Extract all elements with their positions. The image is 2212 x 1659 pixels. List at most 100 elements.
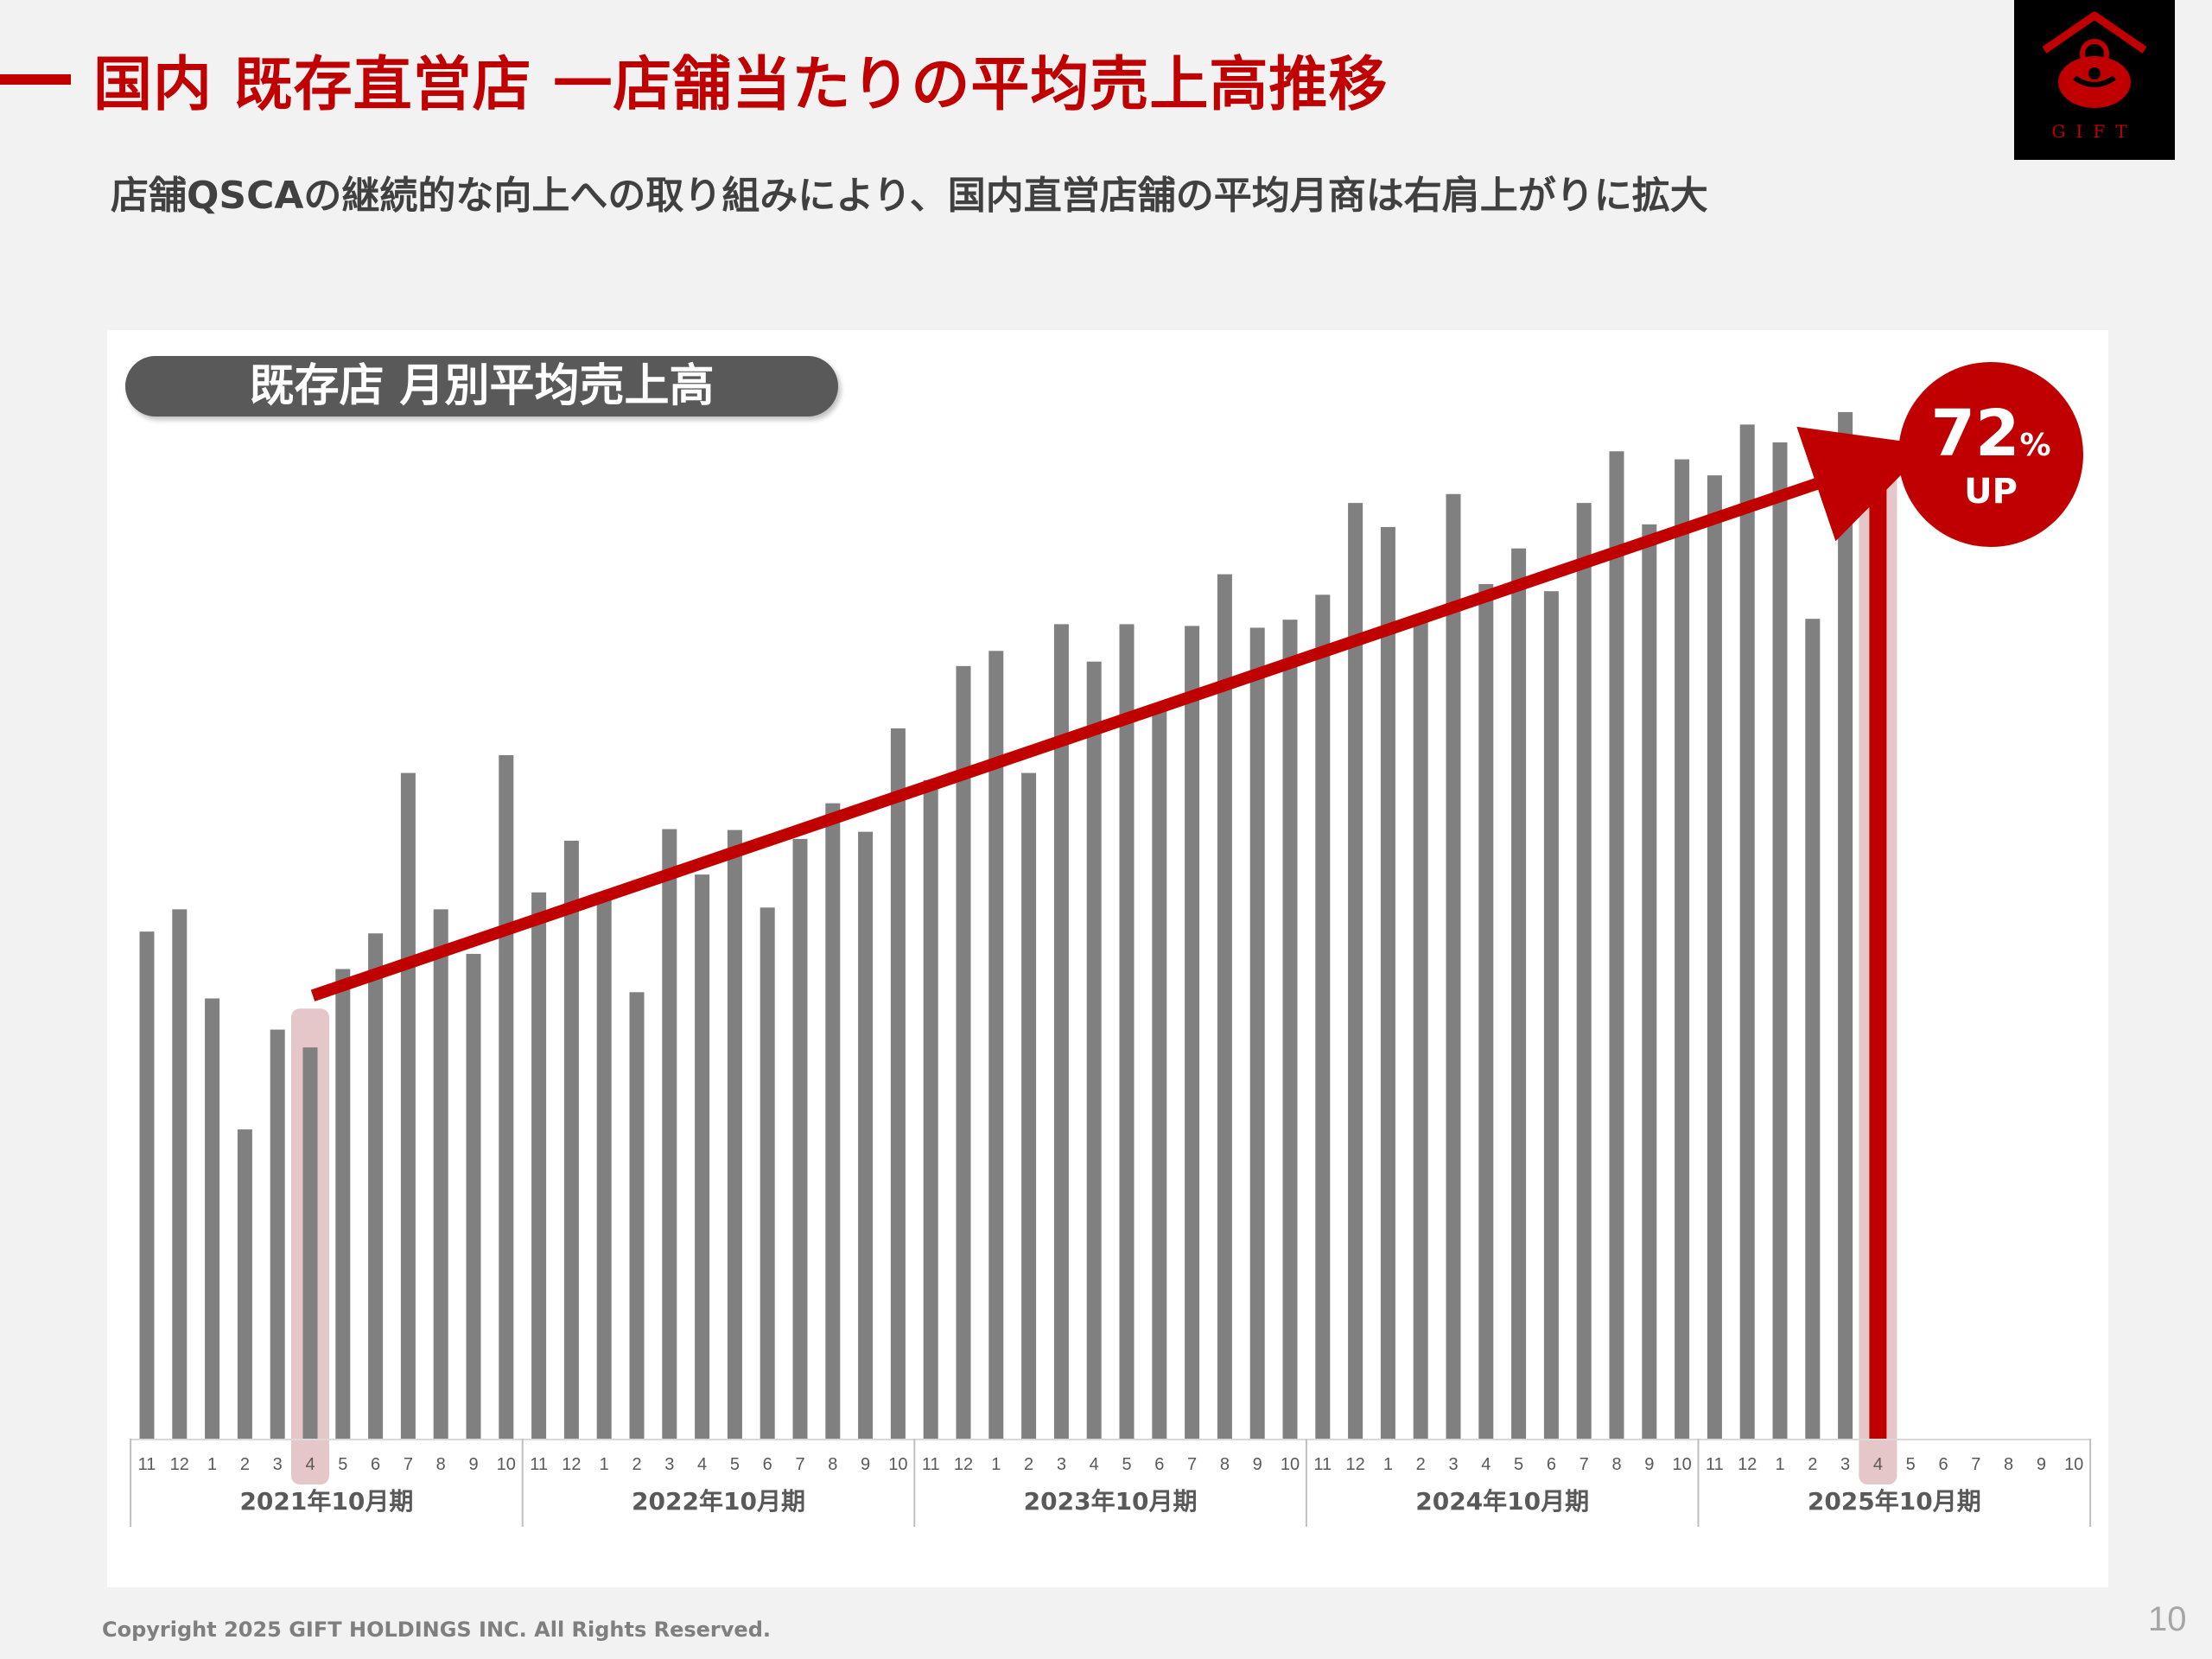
bar — [1609, 451, 1624, 1440]
bar — [988, 651, 1004, 1440]
bar — [1511, 548, 1527, 1440]
x-tick-label: 5 — [1122, 1455, 1131, 1474]
x-tick-label: 11 — [138, 1455, 156, 1474]
x-tick-label: 2 — [1808, 1455, 1817, 1474]
x-tick-label: 5 — [1514, 1455, 1523, 1474]
bar — [1642, 524, 1657, 1440]
x-tick-label: 12 — [1738, 1455, 1757, 1474]
bar — [727, 830, 742, 1440]
bar — [1185, 626, 1200, 1440]
bar — [792, 838, 808, 1440]
x-tick-label: 6 — [1547, 1455, 1556, 1474]
bar — [1446, 493, 1461, 1440]
bar — [270, 1029, 285, 1440]
gift-logo-mark-icon — [2042, 11, 2147, 108]
bar — [400, 772, 416, 1440]
bar — [172, 909, 188, 1440]
bar — [1380, 526, 1395, 1440]
x-tick-label: 10 — [2064, 1455, 2083, 1474]
bar — [1478, 583, 1494, 1440]
period-label: 2021年10月期 — [239, 1487, 413, 1516]
page-subtitle: 店舗QSCAの継続的な向上への取り組みにより、国内直営店舗の平均月商は右肩上がり… — [111, 174, 1708, 218]
x-tick-label: 7 — [1971, 1455, 1980, 1474]
bar — [1152, 703, 1167, 1440]
x-tick-label: 3 — [1057, 1455, 1066, 1474]
bar — [302, 1047, 318, 1440]
x-tick-label: 12 — [954, 1455, 973, 1474]
x-tick-label: 3 — [1448, 1455, 1458, 1474]
growth-badge: 72% UP — [1898, 362, 2083, 547]
growth-badge-value: 72% — [1930, 397, 2051, 471]
x-tick-label: 6 — [371, 1455, 380, 1474]
x-tick-label: 5 — [338, 1455, 347, 1474]
x-tick-label: 9 — [1253, 1455, 1262, 1474]
x-tick-label: 4 — [1090, 1455, 1099, 1474]
x-tick-label: 4 — [305, 1455, 315, 1474]
x-tick-label: 8 — [1611, 1455, 1621, 1474]
bar — [923, 779, 938, 1440]
bar — [205, 998, 220, 1440]
x-tick-label: 12 — [170, 1455, 189, 1474]
bar — [1869, 487, 1887, 1440]
period-label: 2024年10月期 — [1415, 1487, 1589, 1516]
x-tick-label: 8 — [828, 1455, 837, 1474]
x-tick-label: 1 — [1775, 1455, 1784, 1474]
x-tick-label: 6 — [1154, 1455, 1164, 1474]
bar — [858, 831, 874, 1440]
period-label: 2025年10月期 — [1808, 1487, 1981, 1516]
x-tick-label: 6 — [763, 1455, 772, 1474]
x-tick-label: 3 — [1840, 1455, 1850, 1474]
trend-arrow — [310, 426, 1931, 1001]
bar — [1315, 594, 1331, 1440]
x-tick-label: 8 — [436, 1455, 446, 1474]
bar — [760, 907, 775, 1440]
x-tick-label: 2 — [1024, 1455, 1033, 1474]
logo-text: GIFT — [2051, 121, 2138, 142]
bar — [1249, 627, 1265, 1440]
x-tick-label: 10 — [1672, 1455, 1691, 1474]
bar — [499, 754, 514, 1440]
x-tick-label: 8 — [1220, 1455, 1230, 1474]
x-tick-label: 10 — [1281, 1455, 1300, 1474]
bar — [1021, 772, 1037, 1440]
bar — [1086, 661, 1102, 1440]
bar — [1739, 424, 1755, 1440]
bar — [1675, 459, 1690, 1440]
x-tick-label: 6 — [1938, 1455, 1948, 1474]
title-accent-bar — [0, 74, 71, 85]
bar — [1576, 503, 1592, 1440]
bar — [1413, 614, 1428, 1440]
bar — [531, 892, 547, 1440]
x-tick-label: 3 — [664, 1455, 674, 1474]
x-tick-label: 2 — [632, 1455, 641, 1474]
x-tick-label: 2 — [1416, 1455, 1426, 1474]
x-tick-label: 2 — [240, 1455, 250, 1474]
bar — [1772, 442, 1788, 1440]
bar — [825, 803, 841, 1440]
bar — [596, 893, 612, 1440]
x-tick-label: 12 — [562, 1455, 581, 1474]
bar — [335, 969, 351, 1440]
x-tick-label: 9 — [1644, 1455, 1654, 1474]
x-tick-label: 9 — [2037, 1455, 2046, 1474]
page-number: 10 — [2148, 1600, 2187, 1638]
bar — [368, 933, 384, 1440]
bar — [1838, 411, 1853, 1440]
x-tick-label: 11 — [1706, 1455, 1724, 1474]
bar — [956, 665, 971, 1440]
x-tick-label: 9 — [468, 1455, 478, 1474]
x-tick-label: 1 — [600, 1455, 609, 1474]
page-title: 国内 既存直営店 一店舗当たりの平均売上高推移 — [93, 51, 1389, 119]
bar — [237, 1129, 252, 1440]
x-tick-label: 4 — [697, 1455, 707, 1474]
x-tick-label: 7 — [1580, 1455, 1589, 1474]
copyright: Copyright 2025 GIFT HOLDINGS INC. All Ri… — [102, 1618, 771, 1642]
x-tick-label: 1 — [991, 1455, 1001, 1474]
bar — [1217, 574, 1232, 1440]
chart-label: 既存店 月別平均売上高 — [125, 356, 838, 416]
x-tick-label: 1 — [207, 1455, 217, 1474]
x-tick-label: 11 — [530, 1455, 548, 1474]
bar — [890, 728, 906, 1440]
bar — [695, 874, 710, 1440]
bar — [139, 931, 155, 1440]
